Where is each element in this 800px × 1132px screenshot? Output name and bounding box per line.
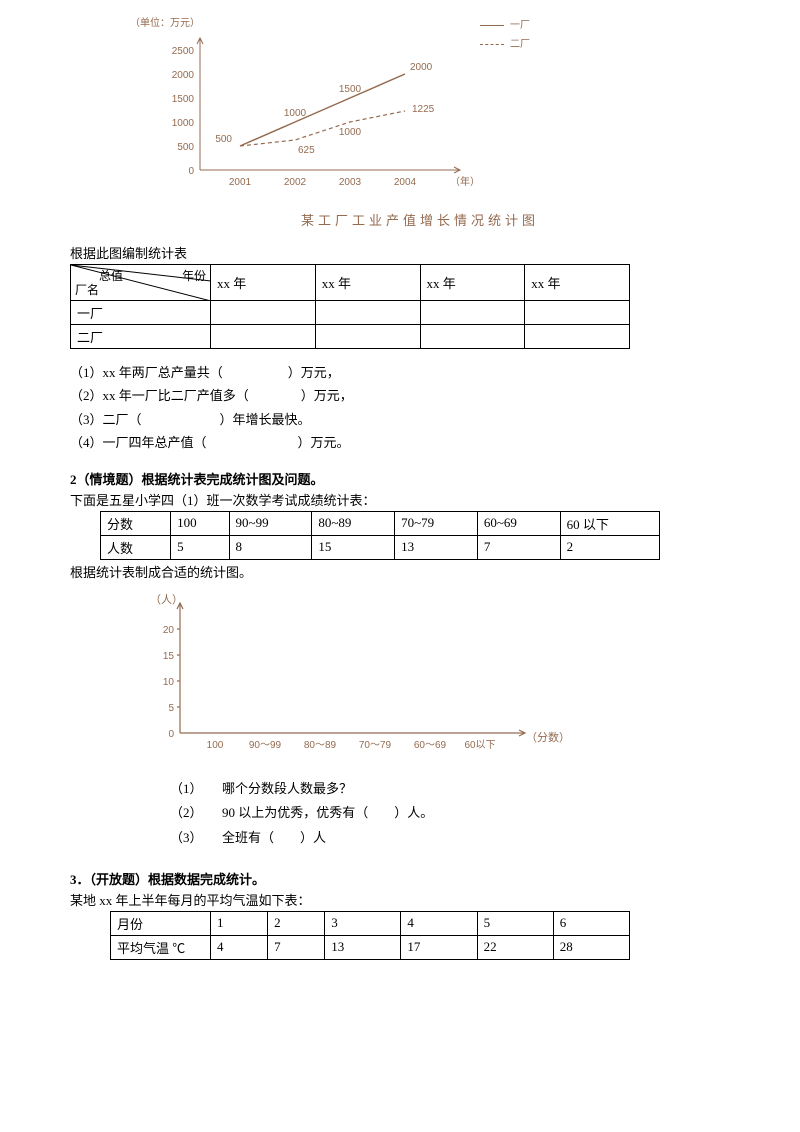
svg-text:2000: 2000 [172, 70, 195, 81]
svg-text:5: 5 [168, 703, 174, 714]
t2r: 8 [229, 535, 312, 559]
q1-line: （2）xx 年一厂比二厂产值多（ ）万元， [70, 384, 730, 407]
summary-table: 总值 年份 厂名 xx 年 xx 年 xx 年 xx 年 一厂 二厂 [70, 264, 630, 349]
t2r: 人数 [101, 535, 171, 559]
table1-diag-cell: 总值 年份 厂名 [71, 265, 211, 301]
table1-intro: 根据此图编制统计表 [70, 243, 730, 262]
svg-text:60～69: 60～69 [414, 740, 447, 751]
t3: 13 [325, 935, 401, 959]
table1-col: xx 年 [525, 265, 630, 301]
t3: 3 [325, 911, 401, 935]
svg-text:500: 500 [215, 134, 232, 145]
t2c: 60 以下 [560, 511, 659, 535]
temperature-table: 月份 1 2 3 4 5 6 平均气温 ℃ 4 7 13 17 22 28 [110, 911, 630, 960]
svg-text:2004: 2004 [394, 177, 417, 188]
q2-line: （2） 90 以上为优秀，优秀有（ ）人。 [170, 801, 730, 826]
t2c: 100 [171, 511, 229, 535]
t2c: 90~99 [229, 511, 312, 535]
svg-text:625: 625 [298, 145, 315, 156]
t3: 22 [477, 935, 553, 959]
q1-line: （1）xx 年两厂总产量共（ ）万元， [70, 361, 730, 384]
t3: 28 [553, 935, 629, 959]
svg-text:2001: 2001 [229, 177, 252, 188]
svg-text:70～79: 70～79 [359, 740, 392, 751]
t3: 17 [401, 935, 477, 959]
svg-text:80～89: 80～89 [304, 740, 337, 751]
table1-col: xx 年 [420, 265, 525, 301]
t2c: 分数 [101, 511, 171, 535]
svg-text:1000: 1000 [284, 108, 307, 119]
svg-text:500: 500 [177, 142, 194, 153]
q2-line: （3） 全班有（ ）人 [170, 826, 730, 851]
t2r: 7 [477, 535, 560, 559]
section2-sub: 下面是五星小学四（1）班一次数学考试成绩统计表： [70, 490, 730, 509]
q1-line: （4）一厂四年总产值（ ）万元。 [70, 431, 730, 454]
svg-text:2003: 2003 [339, 177, 362, 188]
table1-rowhead: 一厂 [71, 301, 211, 325]
q2-line: （1） 哪个分数段人数最多？ [170, 777, 730, 802]
svg-text:2000: 2000 [410, 62, 433, 73]
score-table: 分数 100 90~99 80~89 70~79 60~69 60 以下 人数 … [100, 511, 660, 560]
svg-text:10: 10 [163, 677, 175, 688]
t2r: 13 [395, 535, 478, 559]
svg-text:0: 0 [168, 729, 174, 740]
t3: 4 [401, 911, 477, 935]
t2c: 80~89 [312, 511, 395, 535]
t3: 2 [268, 911, 325, 935]
svg-text:1225: 1225 [412, 104, 435, 115]
svg-text:100: 100 [207, 740, 224, 751]
t3: 月份 [111, 911, 211, 935]
svg-text:0: 0 [188, 166, 194, 177]
t2r: 2 [560, 535, 659, 559]
section2-head: 2（情境题）根据统计表完成统计图及问题。 [70, 469, 730, 488]
svg-text:90～99: 90～99 [249, 740, 282, 751]
q1-line: （3）二厂（ ）年增长最快。 [70, 408, 730, 431]
t3: 4 [211, 935, 268, 959]
svg-text:15: 15 [163, 651, 175, 662]
chart1-ylabel: （单位：万元） [130, 14, 200, 29]
t3: 平均气温 ℃ [111, 935, 211, 959]
svg-text:1500: 1500 [172, 94, 195, 105]
chart1-caption: 某工厂工业产值增长情况统计图 [110, 210, 730, 229]
svg-text:（年）: （年） [450, 175, 480, 188]
svg-text:1000: 1000 [339, 127, 362, 138]
section3-head: 3．（开放题）根据数据完成统计。 [70, 869, 730, 888]
svg-text:2500: 2500 [172, 46, 195, 57]
chart-score-blank: （人） 0 5 10 15 20 100 90～99 80～89 70～79 6… [130, 593, 550, 763]
table1-col: xx 年 [315, 265, 420, 301]
t3: 5 [477, 911, 553, 935]
svg-text:2002: 2002 [284, 177, 307, 188]
svg-text:1000: 1000 [172, 118, 195, 129]
svg-text:20: 20 [163, 625, 175, 636]
t2c: 70~79 [395, 511, 478, 535]
table1-rowhead: 二厂 [71, 325, 211, 349]
section2-after: 根据统计表制成合适的统计图。 [70, 562, 730, 581]
chart-factory-output: （单位：万元） 0 500 1000 1500 2000 2500 2001 [110, 20, 730, 229]
question-block-1: （1）xx 年两厂总产量共（ ）万元， （2）xx 年一厂比二厂产值多（ ）万元… [70, 361, 730, 455]
t3: 7 [268, 935, 325, 959]
t3: 6 [553, 911, 629, 935]
svg-text:60以下: 60以下 [464, 740, 495, 751]
table1-col: xx 年 [211, 265, 316, 301]
svg-text:1500: 1500 [339, 84, 362, 95]
question-block-2: （1） 哪个分数段人数最多？ （2） 90 以上为优秀，优秀有（ ）人。 （3）… [170, 777, 730, 851]
t2r: 5 [171, 535, 229, 559]
chart2-xlabel: （分数） [526, 729, 570, 745]
t2r: 15 [312, 535, 395, 559]
t2c: 60~69 [477, 511, 560, 535]
chart2-ylabel: （人） [150, 591, 183, 607]
section3-sub: 某地 xx 年上半年每月的平均气温如下表： [70, 890, 730, 909]
t3: 1 [211, 911, 268, 935]
